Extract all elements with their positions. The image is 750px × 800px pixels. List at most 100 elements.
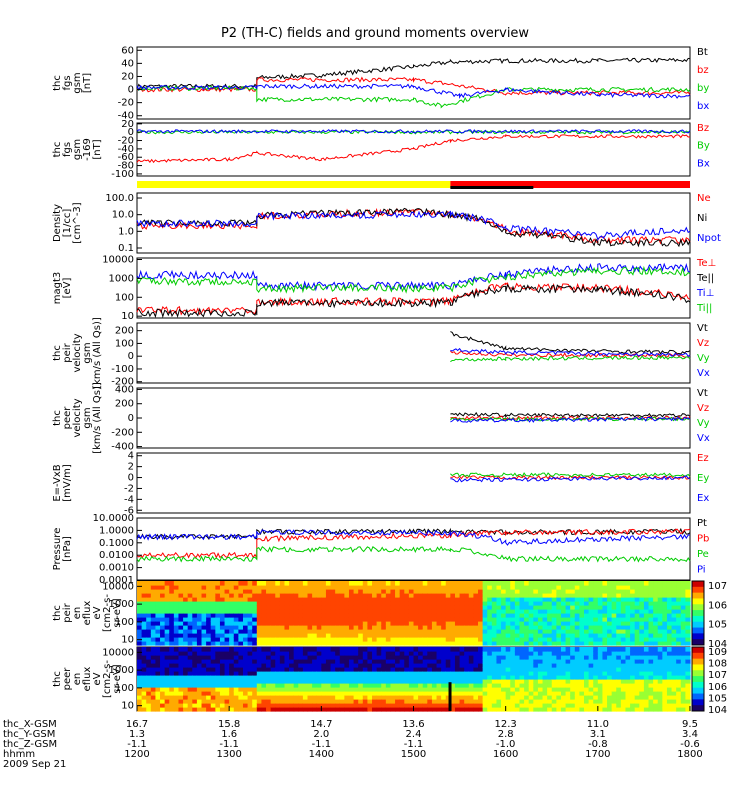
spectrogram-cell: [547, 691, 553, 696]
spectrogram-cell: [210, 703, 216, 708]
spectrogram-cell: [289, 667, 295, 672]
spectrogram-cell: [348, 647, 355, 652]
spectrogram-cell: [441, 651, 447, 656]
spectrogram-cell: [487, 655, 493, 660]
spectrogram-cell: [556, 667, 562, 672]
spectrogram-cell: [173, 633, 180, 638]
spectrogram-cell: [307, 609, 313, 614]
spectrogram-cell: [339, 625, 345, 630]
spectrogram-cell: [422, 659, 428, 664]
x-row-label: thc_Z-GSM: [3, 739, 57, 750]
spectrogram-cell: [510, 691, 516, 696]
spectrogram-cell: [201, 691, 207, 696]
spectrogram-cell: [348, 597, 355, 602]
panel-6: [136, 387, 691, 449]
spectrogram-cell: [653, 641, 659, 646]
spectrogram-cell: [219, 695, 226, 700]
spectrogram-cell: [441, 659, 447, 664]
spectrogram-cell: [160, 699, 166, 704]
spectrogram-cell: [279, 671, 286, 676]
spectrogram-cell: [413, 695, 419, 700]
spectrogram-cell: [468, 675, 475, 680]
spectrogram-cell: [385, 633, 392, 638]
spectrogram-cell: [256, 647, 263, 652]
spectrogram-cell: [422, 621, 428, 626]
spectrogram-cell: [381, 691, 387, 696]
spectrogram-cell: [196, 589, 203, 594]
spectrogram-cell: [570, 651, 576, 656]
spectrogram-cell: [169, 593, 175, 598]
y-tick-label: -100: [111, 169, 134, 180]
spectrogram-cell: [685, 659, 691, 664]
x-row-value: 14.7: [310, 719, 332, 730]
spectrogram-cell: [219, 605, 226, 610]
spectrogram-cell: [252, 675, 258, 680]
spectrogram-cell: [666, 675, 673, 680]
spectrogram-cell: [404, 671, 410, 676]
spectrogram-cell: [459, 707, 465, 712]
spectrogram-cell: [150, 597, 157, 602]
spectrogram-cell: [284, 617, 290, 622]
spectrogram-cell: [487, 647, 493, 652]
spectrogram-cell: [473, 647, 479, 652]
spectrogram-cell: [454, 703, 461, 708]
y-axis-label: eflux: [82, 667, 93, 692]
spectrogram-cell: [422, 625, 428, 630]
spectrogram-cell: [666, 683, 673, 688]
spectrogram-cell: [150, 703, 157, 708]
spectrogram-cell: [593, 703, 599, 708]
spectrogram-cell: [335, 597, 341, 602]
spectrogram-cell: [459, 601, 465, 606]
spectrogram-cell: [339, 703, 345, 708]
spectrogram-cell: [266, 589, 272, 594]
spectrogram-cell: [551, 699, 557, 704]
spectrogram-cell: [533, 637, 539, 642]
y-axis-label: velocity: [72, 398, 83, 437]
spectrogram-cell: [238, 589, 244, 594]
spectrogram-cell: [367, 581, 373, 586]
spectrogram-cell: [607, 659, 613, 664]
spectrogram-cell: [505, 605, 511, 610]
spectrogram-cell: [293, 659, 299, 664]
spectrogram-cell: [473, 703, 479, 708]
panel-5: [136, 322, 691, 384]
spectrogram-cell: [528, 651, 534, 656]
spectrogram-cell: [137, 641, 143, 646]
spectrogram-cell: [556, 621, 562, 626]
spectrogram-cell: [496, 671, 502, 676]
spectrogram-cell: [413, 601, 419, 606]
spectrogram-cell: [339, 663, 345, 668]
spectrogram-cell: [279, 651, 286, 656]
spectrogram-cell: [496, 699, 502, 704]
spectrogram-cell: [187, 641, 193, 646]
spectrogram-cell: [547, 633, 553, 638]
spectrogram-cell: [533, 695, 539, 700]
spectrogram-cell: [441, 679, 447, 684]
spectrogram-cell: [321, 621, 327, 626]
spectrogram-cell: [252, 601, 258, 606]
spectrogram-cell: [505, 647, 511, 652]
spectrogram-cell: [514, 663, 521, 668]
spectrogram-cell: [450, 581, 456, 586]
spectrogram-cell: [431, 625, 438, 630]
spectrogram-cell: [441, 589, 447, 594]
spectrogram-cell: [514, 659, 521, 664]
spectrogram-cell: [524, 629, 530, 634]
spectrogram-cell: [238, 593, 244, 598]
spectrogram-cell: [528, 601, 534, 606]
spectrogram-cell: [643, 641, 650, 646]
spectrogram-cell: [611, 695, 617, 700]
spectrogram-cell: [431, 691, 438, 696]
spectrogram-cell: [611, 621, 617, 626]
spectrogram-cell: [178, 621, 184, 626]
spectrogram-cell: [514, 667, 521, 672]
spectrogram-cell: [229, 667, 235, 672]
spectrogram-cell: [491, 609, 498, 614]
spectrogram-cell: [630, 655, 636, 660]
spectrogram-cell: [533, 687, 539, 692]
spectrogram-cell: [468, 585, 475, 590]
spectrogram-cell: [418, 593, 424, 598]
spectrogram-cell: [362, 641, 369, 646]
spectrogram-cell: [183, 679, 189, 684]
spectrogram-cell: [178, 613, 184, 618]
